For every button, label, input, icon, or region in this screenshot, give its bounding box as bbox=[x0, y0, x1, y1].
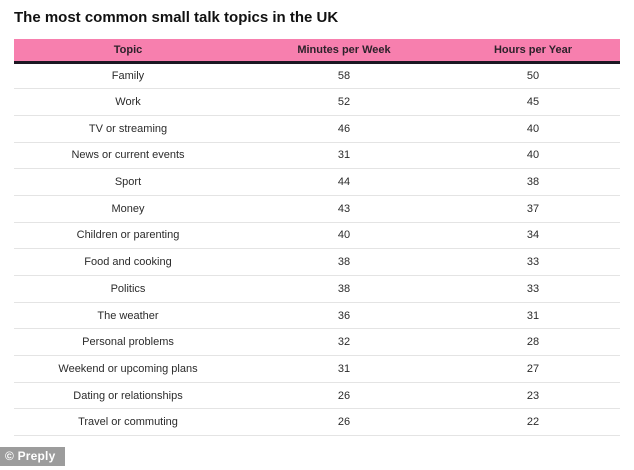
minutes-cell: 32 bbox=[242, 328, 446, 357]
minutes-cell: 36 bbox=[242, 302, 446, 330]
page-title: The most common small talk topics in the… bbox=[14, 9, 339, 26]
column-header: Minutes per Week bbox=[242, 39, 446, 64]
hours-cell: 27 bbox=[446, 355, 620, 383]
table-row: TV or streaming 46 40 bbox=[14, 115, 620, 143]
topic-cell: Dating or relationships bbox=[14, 382, 242, 410]
minutes-cell: 52 bbox=[242, 88, 446, 116]
minutes-cell: 44 bbox=[242, 168, 446, 196]
topic-cell: Weekend or upcoming plans bbox=[14, 355, 242, 383]
column-header: Hours per Year bbox=[446, 39, 620, 64]
hours-cell: 38 bbox=[446, 168, 620, 196]
table-row: Politics 38 33 bbox=[14, 275, 620, 303]
hours-cell: 33 bbox=[446, 248, 620, 276]
topic-cell: Sport bbox=[14, 168, 242, 196]
minutes-cell: 38 bbox=[242, 275, 446, 303]
hours-cell: 33 bbox=[446, 275, 620, 303]
table-row: Children or parenting 40 34 bbox=[14, 222, 620, 250]
topic-cell: The weather bbox=[14, 302, 242, 330]
table-row: Weekend or upcoming plans 31 27 bbox=[14, 355, 620, 383]
hours-cell: 40 bbox=[446, 142, 620, 170]
minutes-cell: 43 bbox=[242, 195, 446, 223]
minutes-cell: 40 bbox=[242, 222, 446, 250]
topic-cell: Food and cooking bbox=[14, 248, 242, 276]
minutes-cell: 58 bbox=[242, 62, 446, 90]
table-row: Work 52 45 bbox=[14, 88, 620, 116]
small-talk-infographic: The most common small talk topics in the… bbox=[0, 9, 620, 466]
topic-cell: TV or streaming bbox=[14, 115, 242, 143]
minutes-cell: 46 bbox=[242, 115, 446, 143]
table-row: Personal problems 32 28 bbox=[14, 328, 620, 357]
table-row: The weather 36 31 bbox=[14, 302, 620, 330]
table-row: Travel or commuting 26 22 bbox=[14, 408, 620, 437]
hours-cell: 23 bbox=[446, 382, 620, 410]
topic-cell: Family bbox=[14, 62, 242, 90]
header-row: Topic Minutes per Week Hours per Year bbox=[14, 39, 620, 64]
hours-cell: 40 bbox=[446, 115, 620, 143]
table-row: Food and cooking 38 33 bbox=[14, 248, 620, 276]
table-row: Money 43 37 bbox=[14, 195, 620, 223]
hours-cell: 22 bbox=[446, 408, 620, 437]
hours-cell: 50 bbox=[446, 62, 620, 90]
topic-cell: Travel or commuting bbox=[14, 408, 242, 437]
minutes-cell: 38 bbox=[242, 248, 446, 276]
minutes-cell: 31 bbox=[242, 355, 446, 383]
topic-cell: Money bbox=[14, 195, 242, 223]
column-header: Topic bbox=[14, 39, 242, 64]
minutes-cell: 26 bbox=[242, 382, 446, 410]
minutes-cell: 26 bbox=[242, 408, 446, 437]
hours-cell: 37 bbox=[446, 195, 620, 223]
credit-badge: © Preply bbox=[0, 447, 66, 466]
table-body: Family 58 50 Work 52 45 TV or streaming 46 40 New… bbox=[14, 62, 620, 437]
table-row: News or current events 31 40 bbox=[14, 142, 620, 170]
hours-cell: 28 bbox=[446, 328, 620, 357]
topic-cell: Politics bbox=[14, 275, 242, 303]
topic-cell: Children or parenting bbox=[14, 222, 242, 250]
topic-cell: News or current events bbox=[14, 142, 242, 170]
table-row: Sport 44 38 bbox=[14, 168, 620, 196]
hours-cell: 45 bbox=[446, 88, 620, 116]
small-talk-table: Topic Minutes per Week Hours per Year Fami… bbox=[14, 39, 620, 437]
table-header: Topic Minutes per Week Hours per Year bbox=[14, 39, 620, 64]
minutes-cell: 31 bbox=[242, 142, 446, 170]
table-row: Family 58 50 bbox=[14, 62, 620, 90]
topic-cell: Work bbox=[14, 88, 242, 116]
hours-cell: 31 bbox=[446, 302, 620, 330]
topic-cell: Personal problems bbox=[14, 328, 242, 357]
table-row: Dating or relationships 26 23 bbox=[14, 382, 620, 410]
hours-cell: 34 bbox=[446, 222, 620, 250]
